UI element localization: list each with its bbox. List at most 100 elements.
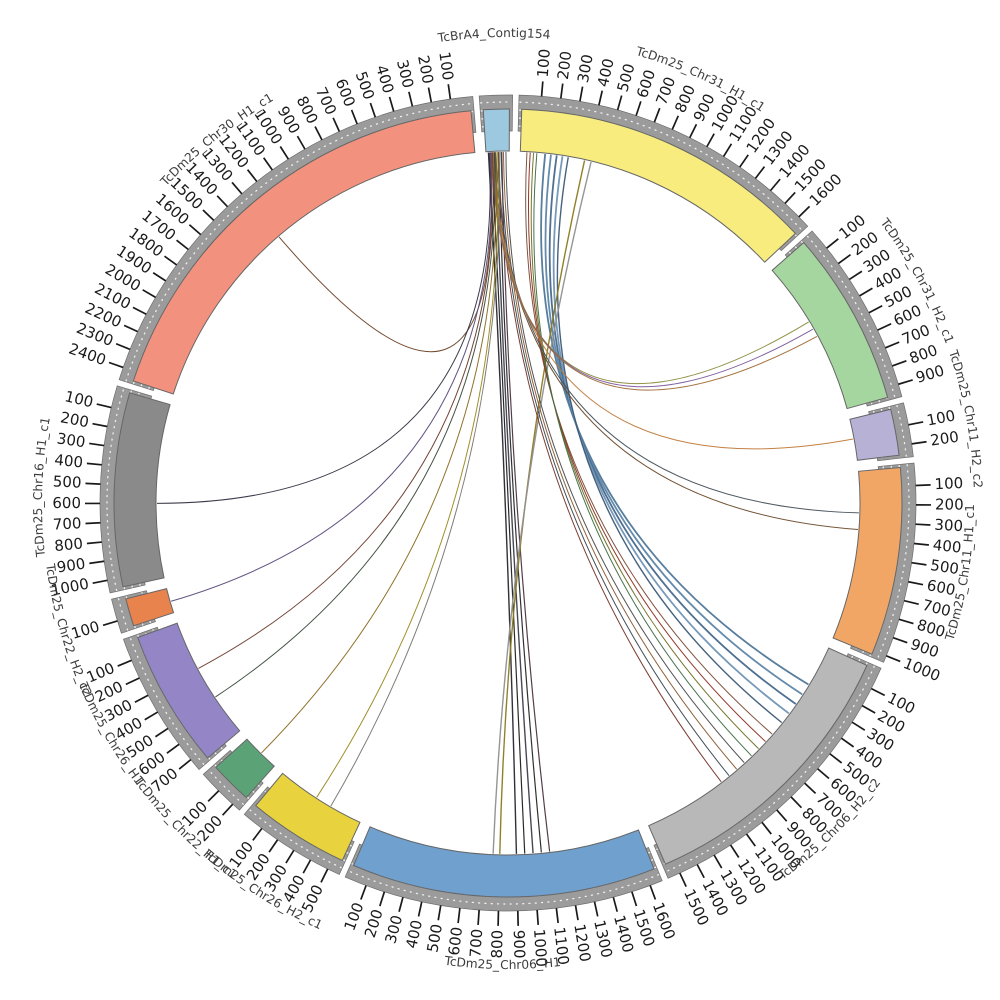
- tick-mark: [89, 442, 105, 447]
- tick-label: 200: [935, 495, 964, 513]
- tick-mark: [729, 844, 740, 858]
- tick-mark: [848, 270, 863, 281]
- tick-mark: [798, 205, 811, 218]
- segment-stipple: [348, 870, 660, 905]
- segment-arc: [125, 588, 175, 627]
- tick-mark: [837, 254, 851, 265]
- tick-mark: [769, 178, 781, 192]
- tick-mark: [89, 560, 105, 565]
- tick-mark: [840, 737, 855, 748]
- tick-mark: [388, 96, 395, 112]
- tick-mark: [108, 361, 124, 369]
- tick-mark: [612, 896, 619, 912]
- tick-label: 400: [932, 536, 962, 557]
- link: [170, 152, 493, 602]
- tick-mark: [898, 379, 913, 386]
- tick-mark: [457, 908, 461, 924]
- tick-mark: [85, 521, 101, 525]
- tick-mark: [911, 440, 927, 445]
- tick-mark: [176, 239, 189, 251]
- tick-mark: [144, 711, 159, 721]
- segment-TcDm25_Chr11_H1_c1: [832, 462, 917, 663]
- tick-mark: [631, 891, 638, 907]
- tick-label: 500: [52, 472, 81, 491]
- tick-mark: [86, 541, 102, 545]
- segment-TcDm25_Chr16_H1_c1: [99, 385, 171, 594]
- link: [530, 152, 759, 750]
- tick-mark: [911, 561, 927, 566]
- tick-label: 300: [574, 53, 597, 84]
- tick-label: 600: [445, 926, 466, 957]
- tick-mark: [635, 101, 642, 116]
- tick-mark: [885, 341, 900, 349]
- tick-mark: [246, 169, 258, 183]
- segment-arc: [113, 392, 171, 588]
- tick-label: 1100: [550, 926, 572, 966]
- tick-label: 200: [59, 408, 91, 431]
- tick-mark: [559, 83, 564, 99]
- tick-mark: [908, 580, 924, 586]
- tick-mark: [903, 599, 919, 606]
- tick-mark: [870, 687, 886, 697]
- links-layer: [156, 152, 859, 854]
- segment-TcDm25_Chr06_H1: [344, 826, 663, 912]
- tick-label: 600: [925, 576, 957, 599]
- tick-mark: [754, 166, 766, 180]
- tick-mark: [314, 126, 323, 141]
- segment-arc: [647, 647, 868, 865]
- tick-mark: [427, 87, 433, 103]
- tick-label: 700: [52, 514, 81, 533]
- segment-stipple: [248, 809, 342, 869]
- link: [330, 152, 501, 807]
- link: [525, 152, 773, 735]
- segment-arc: [137, 622, 241, 759]
- tick-mark: [142, 289, 157, 299]
- tick-mark: [574, 905, 579, 921]
- segment-stipple: [481, 125, 512, 128]
- tick-mark: [761, 821, 772, 835]
- segment-TcDm25_Chr30_H1_c1: [118, 96, 477, 395]
- tick-mark: [477, 909, 480, 926]
- segment-TcDm25_Chr22_H1_c1: [202, 738, 275, 811]
- tick-mark: [859, 287, 873, 297]
- tick-mark: [132, 306, 147, 316]
- segment-arc: [482, 108, 510, 153]
- tick-mark: [163, 255, 178, 266]
- tick-mark: [102, 620, 118, 627]
- link: [261, 152, 497, 754]
- link: [497, 152, 542, 853]
- segment-stipple: [214, 764, 250, 799]
- link: [490, 152, 818, 391]
- tick-label: 900: [510, 930, 529, 959]
- segment-stipple: [208, 769, 244, 805]
- tick-mark: [679, 872, 687, 888]
- tick-label: 800: [488, 930, 507, 959]
- tick-mark: [154, 727, 169, 738]
- tick-mark: [915, 523, 931, 526]
- tick-label: 100: [435, 51, 457, 82]
- tick-mark: [696, 864, 705, 879]
- tick-label: 500: [423, 923, 445, 954]
- tick-mark: [117, 659, 132, 667]
- tick-mark: [915, 484, 931, 487]
- link: [494, 152, 534, 854]
- tick-label: 800: [54, 534, 84, 555]
- tick-mark: [268, 839, 279, 853]
- segment-stipple: [480, 101, 513, 104]
- tick-mark: [285, 849, 295, 864]
- segment-arc: [215, 738, 275, 799]
- tick-label: 100: [534, 48, 554, 78]
- tick-label: 100: [934, 474, 963, 493]
- tick-mark: [86, 462, 102, 466]
- tick-mark: [536, 909, 540, 925]
- tick-mark: [653, 107, 661, 123]
- segment-stipple: [129, 637, 205, 765]
- tick-mark: [713, 854, 723, 869]
- segment-arc: [519, 108, 797, 263]
- segment-TcDm25_Chr11_H2_c2: [849, 402, 914, 462]
- tick-mark: [776, 809, 788, 822]
- tick-mark: [279, 146, 290, 160]
- segment-TcDm25_Chr22_H2_c2: [111, 588, 175, 634]
- tick-mark: [123, 324, 139, 333]
